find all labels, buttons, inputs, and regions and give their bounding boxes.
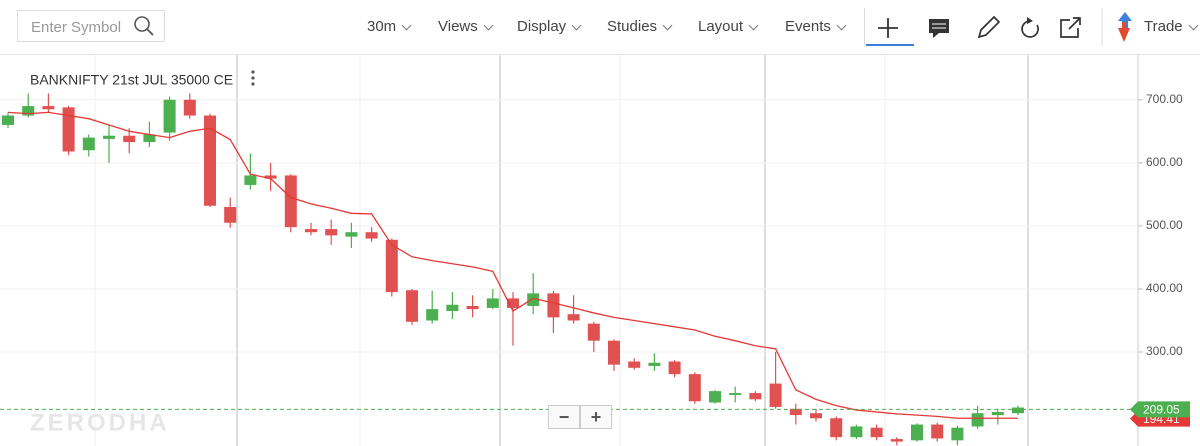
candle-body: [749, 393, 762, 400]
candle-body: [82, 137, 95, 151]
y-tick-label: 700.00: [1146, 92, 1183, 106]
candle-body: [62, 107, 75, 152]
candle-body: [1012, 407, 1024, 414]
candle-body: [345, 232, 358, 237]
candle-body: [406, 290, 418, 322]
candle-body: [890, 439, 903, 442]
candle-body: [830, 418, 843, 438]
moving-average: [7, 111, 1018, 419]
y-tick-label: 300.00: [1146, 344, 1183, 358]
y-tick-label: 600.00: [1146, 155, 1183, 169]
last-price-label: 209.05: [1143, 403, 1180, 417]
search-placeholder: Enter Symbol: [31, 19, 122, 36]
candle-body: [951, 427, 964, 441]
zoom-button[interactable]: +: [580, 405, 612, 429]
candle-body: [527, 293, 540, 306]
candle-body: [850, 426, 863, 438]
menu[interactable]: Events: [785, 18, 845, 35]
candle-body: [911, 424, 923, 441]
candle-body: [709, 391, 721, 403]
watermark: ZERODHA: [30, 409, 170, 436]
candle-body: [668, 361, 681, 375]
candle-body: [305, 229, 317, 233]
candle-body: [729, 393, 742, 395]
candle-body: [628, 361, 641, 368]
candle-body: [426, 309, 439, 321]
menu[interactable]: Studies: [607, 18, 671, 35]
candle-body: [42, 106, 55, 110]
zoom-controls: − +: [548, 405, 612, 429]
candle-body: [870, 427, 883, 438]
candle-body: [143, 134, 156, 143]
day-separators: [94, 55, 1029, 446]
candle-body: [931, 424, 944, 439]
toolbar: Enter Symbol 30m Trade Views Display Studi…: [0, 0, 1200, 55]
chart-title: BANKNIFTY 21st JUL 35000 CE: [30, 72, 233, 88]
zoom-button[interactable]: −: [548, 405, 580, 429]
candle-body: [567, 314, 580, 321]
candle-body: [688, 374, 701, 402]
candle-body: [466, 305, 479, 310]
y-tick-label: 400.00: [1146, 281, 1183, 295]
candle-body: [446, 304, 459, 312]
comment-tool[interactable]: [929, 19, 949, 38]
menu[interactable]: Views: [438, 18, 492, 35]
last-price-tag: [1130, 401, 1190, 418]
trade-icon[interactable]: [1118, 12, 1132, 42]
candle-body: [264, 175, 277, 179]
candle-body: [365, 232, 378, 239]
candle-body: [123, 135, 136, 143]
draw-tool[interactable]: [977, 15, 1001, 39]
candle-body: [385, 239, 398, 293]
interval-menu[interactable]: 30m: [367, 18, 410, 35]
candle-body: [486, 298, 499, 308]
candle-body: [325, 229, 338, 236]
candle-body: [789, 408, 802, 416]
title-menu[interactable]: [251, 70, 255, 86]
search-icon: [134, 16, 154, 36]
candle-body: [991, 411, 1004, 416]
candle-body: [163, 99, 176, 133]
candle-body: [244, 175, 257, 185]
candle-body: [22, 106, 35, 116]
reset-tool[interactable]: [1021, 17, 1039, 38]
popout-tool[interactable]: [1060, 17, 1081, 38]
candle-body: [2, 115, 14, 126]
candle-body: [587, 323, 600, 341]
candle-body: [547, 293, 560, 318]
candle-body: [224, 206, 237, 223]
candle-body: [183, 99, 196, 116]
candle-body: [103, 135, 115, 139]
toolbar-icons: [866, 8, 1132, 46]
symbol-search[interactable]: Enter Symbol: [17, 10, 165, 42]
y-tick-label: 500.00: [1146, 218, 1183, 232]
crosshair-tool[interactable]: [866, 18, 914, 46]
candle-body: [204, 115, 216, 206]
candle-body: [971, 413, 984, 427]
candle-body: [284, 175, 297, 228]
candle-body: [648, 362, 661, 366]
candle-body: [810, 413, 822, 419]
menu[interactable]: Layout: [698, 18, 757, 35]
candle-body: [769, 383, 782, 407]
candle-body: [507, 298, 519, 308]
trade-button[interactable]: Trade: [1144, 18, 1197, 35]
candle-body: [608, 340, 620, 365]
menu[interactable]: Display: [517, 18, 580, 35]
